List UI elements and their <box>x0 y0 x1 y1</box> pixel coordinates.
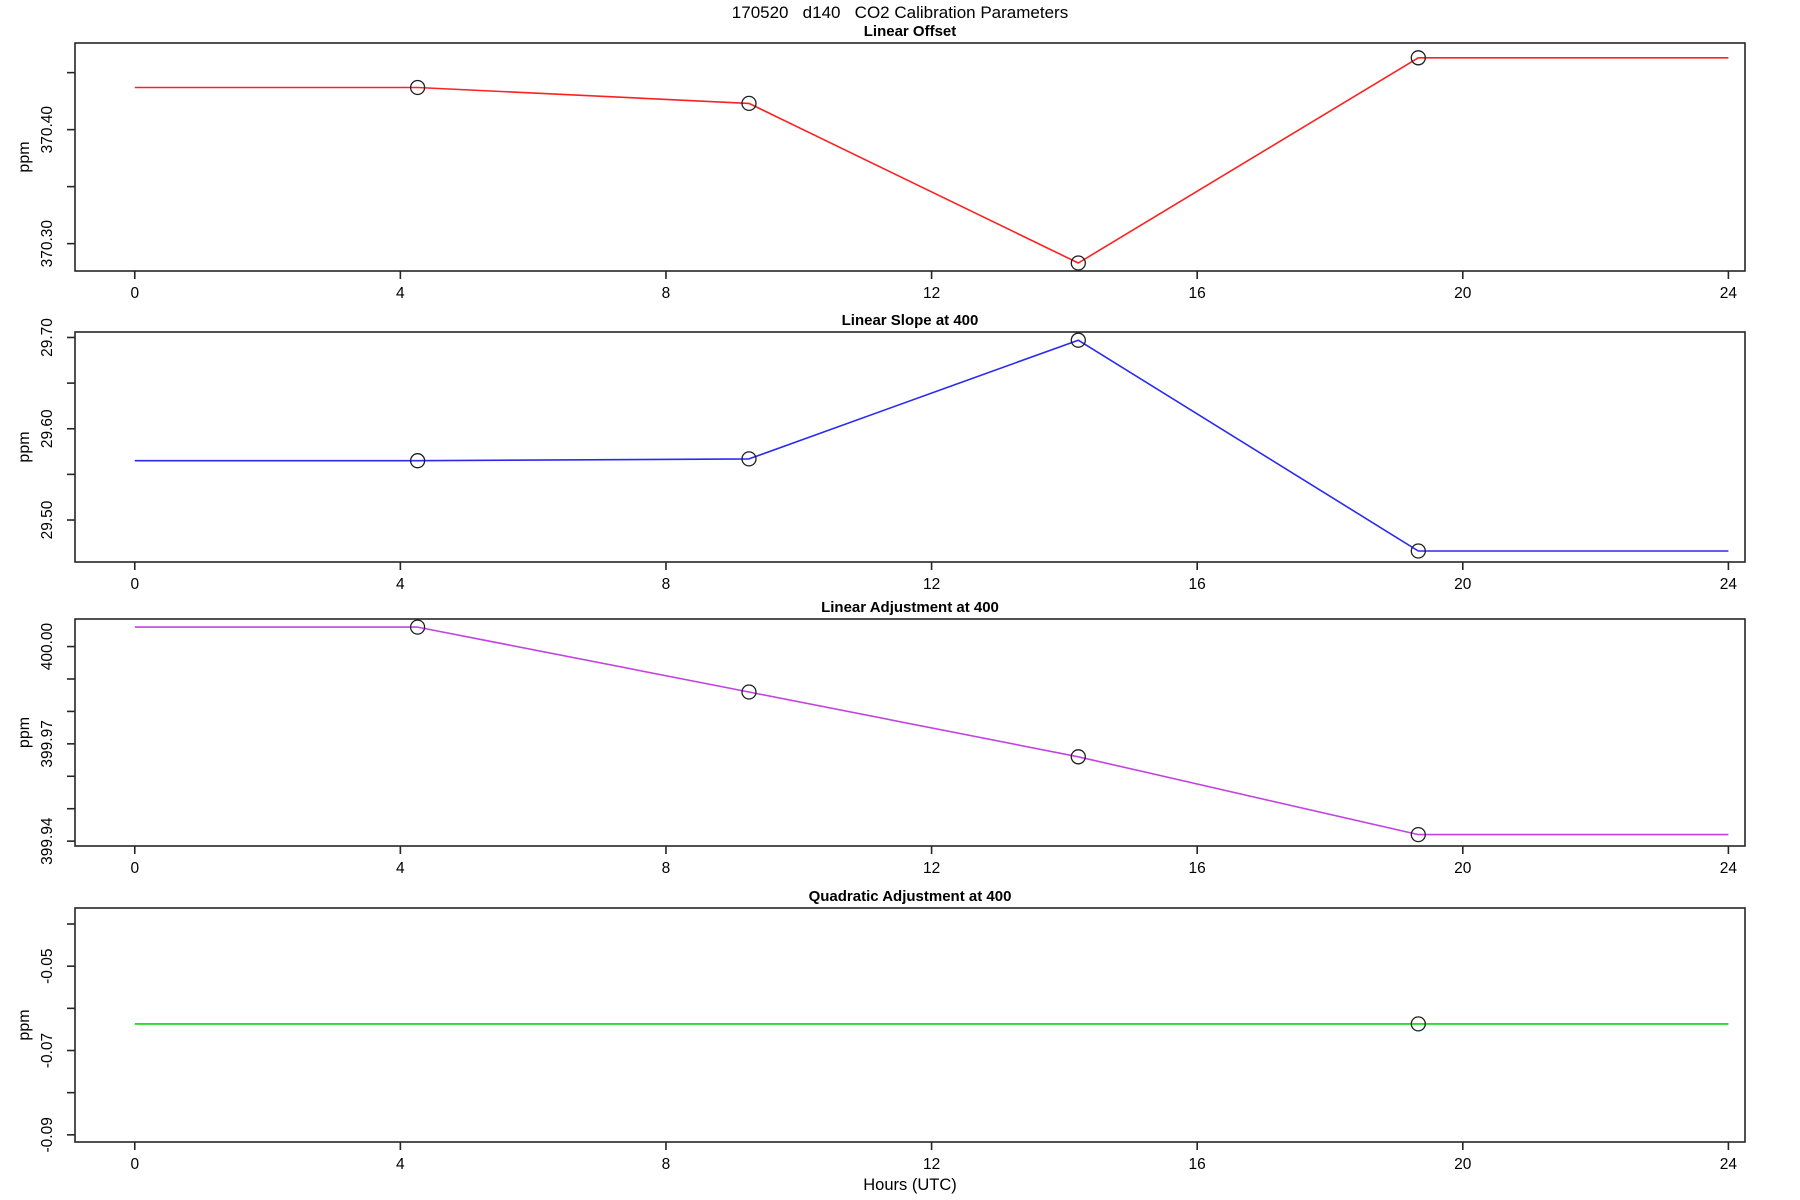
y-tick-label: 400.00 <box>39 622 56 670</box>
panel-box <box>74 618 1746 847</box>
x-tick-label: 24 <box>1720 285 1738 302</box>
x-tick-label: 12 <box>923 860 940 877</box>
y-tick-label: 29.60 <box>39 409 56 448</box>
data-point-marker <box>741 684 757 700</box>
x-tick-label: 8 <box>662 576 671 593</box>
panel-title: Linear Offset <box>864 23 957 40</box>
panel-3: Linear Adjustment at 400 0 4 8 12 16 20 24 399.9… <box>16 599 1746 877</box>
data-point-marker <box>741 451 757 467</box>
x-tick-label: 24 <box>1720 576 1738 593</box>
chart-main-title: 170520 d140 CO2 Calibration Parameters <box>731 3 1069 22</box>
y-tick-label: -0.07 <box>39 1033 56 1068</box>
panel-4: Quadratic Adjustment at 400 0 4 8 12 16 20 24 -0… <box>16 888 1746 1173</box>
x-tick-label: 4 <box>396 860 405 877</box>
panel-title: Linear Adjustment at 400 <box>821 599 999 616</box>
x-tick-label: 0 <box>130 285 139 302</box>
x-tick-label: 0 <box>130 1156 139 1173</box>
data-point-marker <box>1410 1016 1426 1032</box>
data-point-marker <box>1070 332 1086 348</box>
series-line <box>134 626 1729 836</box>
data-point-marker <box>409 79 426 96</box>
y-tick-label: 29.50 <box>39 500 56 539</box>
series-line <box>134 56 1729 264</box>
y-tick-label: -0.09 <box>39 1117 56 1152</box>
panel-title: Quadratic Adjustment at 400 <box>809 888 1012 905</box>
data-point-marker <box>409 453 426 469</box>
data-point-marker <box>1410 543 1426 559</box>
x-tick-label: 0 <box>130 576 139 593</box>
x-axis-label: Hours (UTC) <box>863 1176 957 1194</box>
y-axis-label-ppm: ppm <box>16 141 33 172</box>
x-tick-label: 20 <box>1454 285 1472 302</box>
x-tick-label: 4 <box>396 285 405 302</box>
x-tick-label: 12 <box>923 285 940 302</box>
series-line <box>134 339 1729 552</box>
data-point-marker <box>1070 749 1086 765</box>
data-point-marker <box>409 619 426 635</box>
y-tick-label: 29.70 <box>39 318 56 357</box>
x-tick-label: 8 <box>662 1156 671 1173</box>
panel-box <box>74 331 1746 563</box>
y-tick-label: -0.05 <box>39 949 56 984</box>
y-tick-label: 370.40 <box>39 106 56 154</box>
y-tick-label: 399.97 <box>39 720 56 767</box>
x-tick-label: 20 <box>1454 576 1472 593</box>
x-tick-label: 12 <box>923 1156 940 1173</box>
data-point-marker <box>1410 50 1426 66</box>
data-point-marker <box>1070 255 1086 271</box>
x-tick-label: 20 <box>1454 860 1472 877</box>
x-tick-label: 20 <box>1454 1156 1472 1173</box>
x-tick-label: 8 <box>662 860 671 877</box>
x-tick-label: 4 <box>396 576 405 593</box>
y-axis-label-ppm: ppm <box>16 717 33 748</box>
panel-2: Linear Slope at 400 0 4 8 12 16 20 24 29.50 29.60… <box>16 312 1746 593</box>
y-tick-label: 370.30 <box>39 220 56 268</box>
data-point-marker <box>741 95 757 112</box>
x-tick-label: 0 <box>130 860 139 877</box>
y-axis-label-ppm: ppm <box>16 1009 33 1040</box>
x-tick-label: 16 <box>1189 1156 1206 1173</box>
x-tick-label: 24 <box>1720 860 1738 877</box>
x-tick-label: 8 <box>662 285 671 302</box>
x-tick-label: 16 <box>1189 285 1206 302</box>
panel-box <box>74 42 1746 272</box>
x-tick-label: 16 <box>1189 576 1206 593</box>
x-tick-label: 24 <box>1720 1156 1738 1173</box>
panel-title: Linear Slope at 400 <box>842 312 979 329</box>
x-tick-label: 12 <box>923 576 940 593</box>
y-axis-label-ppm: ppm <box>16 431 33 462</box>
panel-1: Linear Offset 0 4 8 12 16 20 24 370.30 370.40 ppm <box>16 23 1746 302</box>
y-tick-label: 399.94 <box>39 817 56 865</box>
x-tick-label: 4 <box>396 1156 405 1173</box>
x-tick-label: 16 <box>1189 860 1206 877</box>
data-point-marker <box>1410 826 1426 843</box>
panel-box <box>74 907 1746 1143</box>
